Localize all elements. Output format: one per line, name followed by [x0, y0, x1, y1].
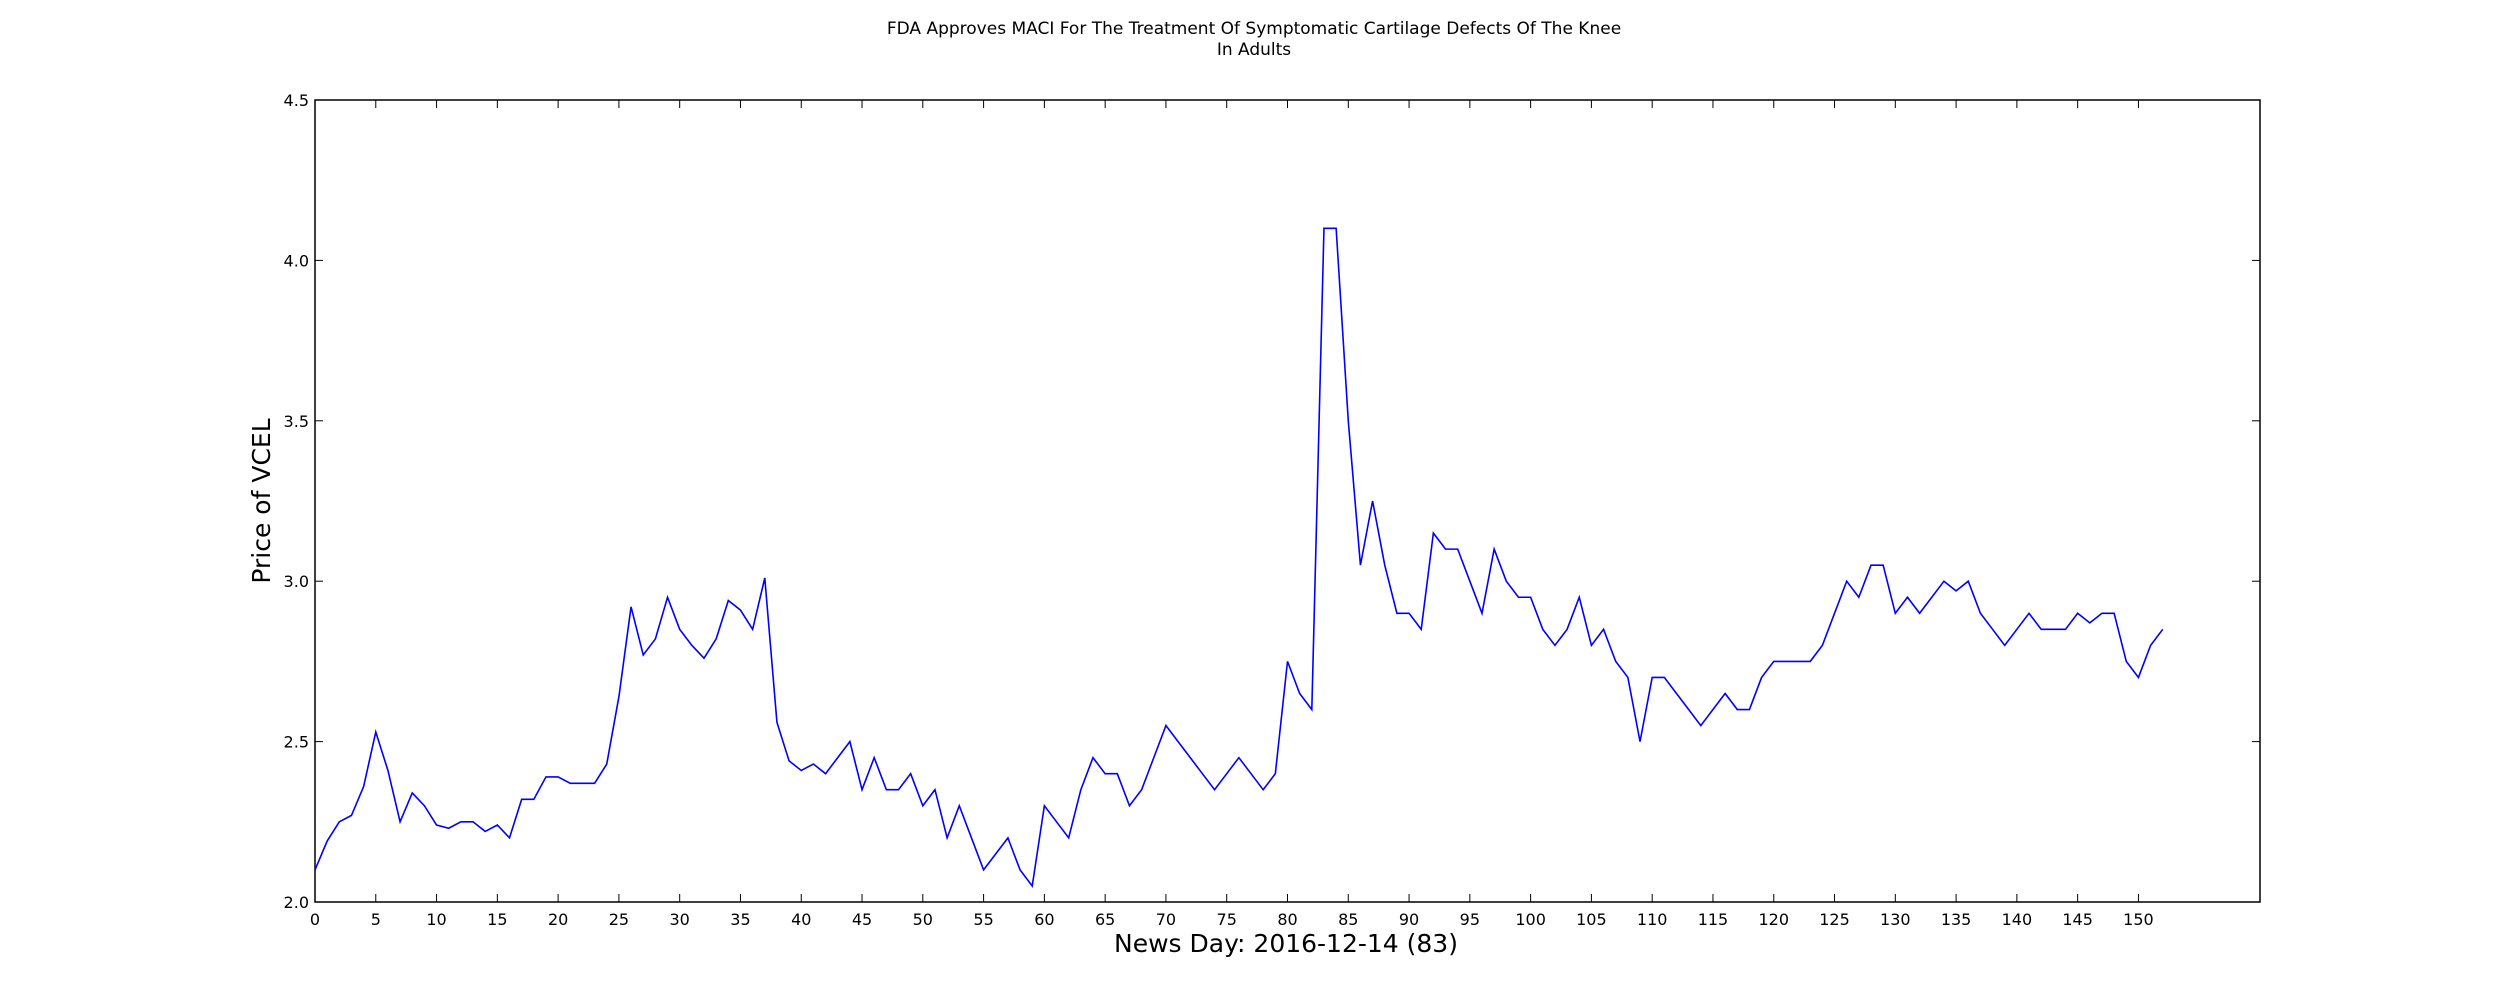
x-tick-label: 65: [1095, 910, 1115, 929]
title-line-1: FDA Approves MACI For The Treatment Of S…: [887, 19, 1621, 39]
x-tick-label: 45: [852, 910, 872, 929]
price-series-line: [314, 227, 2164, 888]
x-tick-label: 90: [1399, 910, 1419, 929]
chart-title: FDA Approves MACI For The Treatment Of S…: [887, 19, 1621, 60]
plot-area: [314, 99, 2261, 903]
x-tick-label: 135: [1941, 910, 1972, 929]
title-line-2: In Adults: [1217, 40, 1291, 60]
y-tick-label: 3.0: [284, 572, 309, 591]
x-tick-label: 55: [973, 910, 993, 929]
x-axis-ticks: 0 5 10 15 20 25 30 35 40 45 50 55 60 65 70 75 80 85 90 95 10…: [310, 100, 2154, 929]
x-tick-label: 5: [371, 910, 381, 929]
y-tick-label: 2.5: [284, 733, 309, 752]
y-axis-ticks: 2.0 2.5 3.0 3.5 4.0 4.5: [284, 91, 2260, 912]
x-tick-label: 110: [1637, 910, 1668, 929]
x-tick-label: 130: [1880, 910, 1911, 929]
x-tick-label: 80: [1277, 910, 1297, 929]
x-tick-label: 25: [609, 910, 629, 929]
x-tick-label: 60: [1034, 910, 1054, 929]
x-tick-label: 150: [2123, 910, 2154, 929]
x-tick-label: 0: [310, 910, 320, 929]
y-tick-label: 3.5: [284, 412, 309, 431]
x-tick-label: 95: [1460, 910, 1480, 929]
x-tick-label: 125: [1819, 910, 1850, 929]
y-axis-label: Price of VCEL: [247, 418, 276, 583]
x-tick-label: 140: [2002, 910, 2033, 929]
x-tick-label: 75: [1217, 910, 1237, 929]
x-tick-label: 35: [730, 910, 750, 929]
x-tick-label: 30: [670, 910, 690, 929]
y-tick-label: 4.5: [284, 91, 309, 110]
y-tick-label: 2.0: [284, 893, 309, 912]
x-tick-label: 85: [1338, 910, 1358, 929]
x-tick-label: 105: [1576, 910, 1607, 929]
x-tick-label: 20: [548, 910, 568, 929]
x-tick-label: 100: [1515, 910, 1546, 929]
x-tick-label: 15: [487, 910, 507, 929]
y-tick-label: 4.0: [284, 251, 309, 270]
x-tick-label: 115: [1698, 910, 1729, 929]
x-tick-label: 145: [2062, 910, 2093, 929]
x-tick-label: 120: [1758, 910, 1789, 929]
x-tick-label: 40: [791, 910, 811, 929]
x-axis-label: News Day: 2016-12-14 (83): [1114, 929, 1458, 958]
x-tick-label: 10: [426, 910, 446, 929]
x-tick-label: 70: [1156, 910, 1176, 929]
x-tick-label: 50: [913, 910, 933, 929]
